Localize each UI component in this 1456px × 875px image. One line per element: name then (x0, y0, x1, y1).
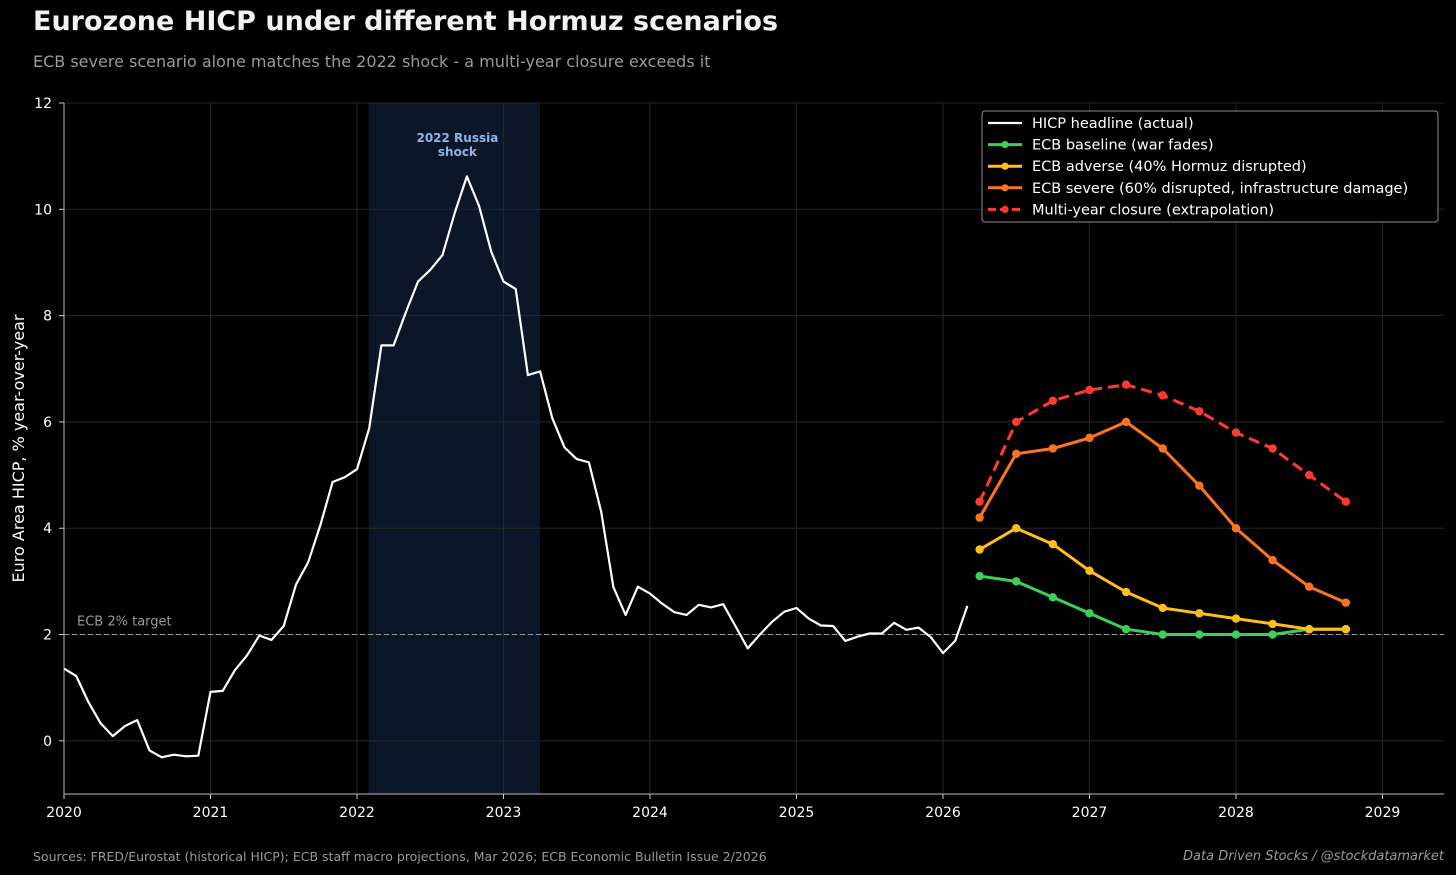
y-tick-label: 12 (34, 96, 52, 112)
data-point-closure (1231, 428, 1241, 437)
data-point-baseline (1268, 630, 1277, 639)
y-tick-label: 6 (43, 415, 52, 431)
data-point-adverse (1195, 609, 1204, 618)
legend-label-closure: Multi-year closure (extrapolation) (1032, 202, 1274, 218)
shock-band-label: 2022 Russia (416, 131, 498, 145)
x-tick-label: 2027 (1072, 805, 1108, 821)
legend-label-actual: HICP headline (actual) (1032, 116, 1194, 132)
data-point-baseline (1231, 630, 1241, 639)
legend-marker-baseline (1001, 141, 1009, 149)
data-point-closure (1121, 380, 1131, 389)
series-layer (63, 175, 1351, 759)
x-tick-label: 2022 (339, 805, 375, 821)
y-tick-label: 4 (43, 521, 52, 537)
data-point-adverse (1341, 625, 1351, 634)
data-point-baseline (1048, 593, 1058, 602)
x-tick-label: 2023 (486, 805, 522, 821)
legend-marker-adverse (1001, 162, 1009, 170)
data-point-closure (1268, 444, 1277, 453)
legend-label-baseline: ECB baseline (war fades) (1032, 138, 1213, 154)
legend-box (981, 110, 1439, 223)
data-point-baseline (1158, 630, 1167, 639)
data-point-closure (1085, 385, 1094, 395)
data-point-severe (1231, 524, 1241, 533)
data-point-adverse (1268, 619, 1277, 629)
data-point-baseline (1121, 625, 1131, 634)
x-tick-label: 2021 (193, 805, 229, 821)
chart-title: Eurozone HICP under different Hormuz sce… (33, 6, 779, 37)
source-note: Sources: FRED/Eurostat (historical HICP)… (33, 849, 767, 864)
y-tick-label: 0 (43, 734, 52, 750)
credit-note: Data Driven Stocks / @stockdatamarket (1183, 849, 1444, 864)
data-point-severe (1305, 582, 1314, 591)
legend-marker-severe (1001, 184, 1009, 192)
legend: HICP headline (actual) ECB baseline (war … (981, 110, 1439, 223)
legend-label-severe: ECB severe (60% disrupted, infrastructur… (1032, 181, 1408, 197)
data-point-closure (1195, 407, 1204, 416)
data-point-adverse (1305, 625, 1314, 634)
legend-label-adverse: ECB adverse (40% Hormuz disrupted) (1032, 159, 1307, 175)
data-point-closure (975, 497, 984, 506)
x-tick-label: 2020 (46, 805, 82, 821)
data-point-severe (1195, 481, 1204, 490)
data-point-adverse (1121, 587, 1131, 597)
legend-marker-closure (1001, 205, 1009, 213)
data-point-baseline (1085, 609, 1094, 618)
series-line-actual (63, 175, 969, 759)
data-point-severe (975, 513, 984, 522)
data-point-adverse (1012, 524, 1021, 533)
x-tick-label: 2026 (925, 805, 961, 821)
data-point-severe (1341, 598, 1351, 607)
x-tick-label: 2024 (632, 805, 668, 821)
x-tick-label: 2025 (779, 805, 815, 821)
data-point-baseline (1012, 577, 1021, 586)
data-point-baseline (975, 571, 984, 581)
x-tick-label: 2029 (1365, 805, 1401, 821)
target-label: ECB 2% target (77, 615, 172, 630)
data-point-closure (1012, 417, 1021, 427)
y-tick-label: 2 (43, 628, 52, 644)
x-tick-label: 2028 (1218, 805, 1254, 821)
chart-subtitle: ECB severe scenario alone matches the 20… (33, 52, 711, 71)
data-point-adverse (975, 545, 984, 554)
data-point-severe (1268, 555, 1277, 565)
data-point-adverse (1158, 603, 1167, 613)
data-point-closure (1158, 391, 1167, 400)
data-point-adverse (1231, 614, 1241, 623)
shock-band (368, 103, 541, 794)
data-point-adverse (1085, 566, 1094, 575)
data-point-severe (1048, 444, 1058, 453)
series-line-closure (978, 383, 1347, 503)
axes-layer: 0 2 4 6 8 10 12 2020 2021 2022 2023 2024 2025 2026 202… (9, 96, 1444, 821)
data-point-severe (1158, 444, 1167, 453)
shock-band-label: shock (438, 145, 478, 159)
series-line-adverse (978, 526, 1346, 631)
y-tick-label: 8 (43, 309, 52, 325)
data-point-adverse (1048, 539, 1058, 549)
data-point-closure (1048, 396, 1058, 405)
data-point-severe (1012, 449, 1021, 459)
data-point-severe (1085, 433, 1094, 443)
data-point-baseline (1195, 630, 1204, 639)
data-point-severe (1121, 417, 1131, 427)
y-axis-label: Euro Area HICP, % year-over-year (9, 314, 28, 582)
data-point-closure (1341, 497, 1351, 506)
y-tick-label: 10 (34, 202, 52, 218)
data-point-closure (1305, 470, 1314, 480)
target-layer: ECB 2% target (64, 615, 1444, 636)
